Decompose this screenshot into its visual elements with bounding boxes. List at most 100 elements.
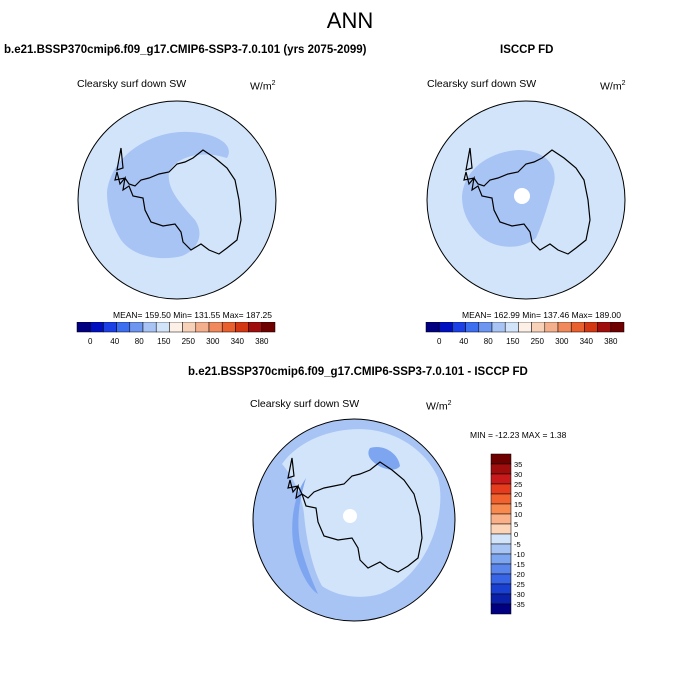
diff-colorbar-swatch xyxy=(490,543,512,555)
diff-colorbar-tick-label: 20 xyxy=(514,490,522,499)
model-colorbar-swatch xyxy=(261,322,276,333)
diff-stats: MIN = -12.23 MAX = 1.38 xyxy=(470,430,567,440)
obs-colorbar-swatch xyxy=(425,322,440,333)
obs-colorbar-swatch xyxy=(597,322,612,333)
diff-colorbar-tick-label: 0 xyxy=(514,530,518,539)
obs-units-label: W/m2 xyxy=(600,80,626,93)
diff-panel-title: b.e21.BSSP370cmip6.f09_g17.CMIP6-SSP3-7.… xyxy=(188,366,528,378)
model-colorbar-swatch xyxy=(208,322,223,333)
obs-colorbar-tick-label: 40 xyxy=(459,337,468,346)
diff-colorbar-swatch xyxy=(490,573,512,585)
diff-colorbar-swatch xyxy=(490,483,512,495)
diff-coastline xyxy=(287,457,423,573)
diff-missing-data-spot xyxy=(343,509,357,523)
page-title: ANN xyxy=(326,8,374,33)
model-coastline xyxy=(114,147,242,255)
obs-colorbar-swatch xyxy=(491,322,506,333)
diff-colorbar-tick-label: -5 xyxy=(514,540,521,549)
diff-colorbar-tick-label: -25 xyxy=(514,580,525,589)
diff-colorbar-swatch xyxy=(490,533,512,545)
diff-colorbar-tick-label: -10 xyxy=(514,550,525,559)
obs-colorbar-tick-label: 80 xyxy=(484,337,493,346)
obs-low-sw-region xyxy=(462,150,555,247)
model-colorbar-swatch xyxy=(221,322,236,333)
obs-missing-data-spot xyxy=(514,188,530,204)
model-colorbar-swatch xyxy=(169,322,183,333)
diff-negative-bias-band xyxy=(292,478,318,594)
diff-colorbar-swatch xyxy=(490,493,512,505)
diff-colorbar-tick-label: 5 xyxy=(514,520,518,529)
obs-colorbar-swatch xyxy=(584,322,598,333)
model-panel-title: b.e21.BSSP370cmip6.f09_g17.CMIP6-SSP3-7.… xyxy=(4,44,367,56)
diff-colorbar-tick-label: 35 xyxy=(514,460,522,469)
obs-colorbar-tick-label: 250 xyxy=(531,337,545,346)
model-colorbar-tick-label: 150 xyxy=(157,337,171,346)
diff-coastal-negative-spot xyxy=(368,446,400,470)
diff-colorbar-swatch xyxy=(490,553,512,565)
obs-coastline xyxy=(463,147,591,255)
model-colorbar-swatch xyxy=(89,322,104,333)
diff-colorbar-swatch xyxy=(490,603,512,615)
model-map-border xyxy=(77,100,277,300)
obs-colorbar-swatch xyxy=(438,322,453,333)
diff-variable-label: Clearsky surf down SW xyxy=(250,398,360,410)
model-colorbar-swatch xyxy=(248,322,263,333)
obs-colorbar-swatch xyxy=(452,322,466,333)
model-colorbar-swatch xyxy=(116,322,131,333)
model-units-label: W/m2 xyxy=(250,80,276,93)
diff-colorbar-swatch xyxy=(490,593,512,605)
obs-stats: MEAN= 162.99 Min= 137.46 Max= 189.00 xyxy=(462,310,622,320)
model-colorbar-tick-label: 250 xyxy=(182,337,196,346)
diff-small-bias-region xyxy=(282,429,441,597)
model-colorbar-swatch xyxy=(195,322,210,333)
model-colorbar-swatch xyxy=(182,322,197,333)
model-colorbar-swatch xyxy=(142,322,157,333)
obs-colorbar-tick-label: 300 xyxy=(555,337,569,346)
diff-colorbar-tick-label: -15 xyxy=(514,560,525,569)
model-colorbar-tick-label: 0 xyxy=(88,337,93,346)
diff-colorbar-tick-label: 15 xyxy=(514,500,522,509)
obs-colorbar-swatch xyxy=(610,322,625,333)
obs-polar-map xyxy=(426,100,626,300)
diff-colorbar-tick-label: 10 xyxy=(514,510,522,519)
obs-colorbar-swatch xyxy=(544,322,559,333)
model-colorbar-tick-label: 380 xyxy=(255,337,269,346)
model-colorbar-tick-label: 300 xyxy=(206,337,220,346)
diff-colorbar-tick-label: 25 xyxy=(514,480,522,489)
obs-colorbar-swatch xyxy=(531,322,546,333)
model-colorbar-tick-label: 340 xyxy=(231,337,245,346)
diff-colorbar-swatch xyxy=(490,563,512,575)
obs-colorbar-swatch xyxy=(504,322,519,333)
model-low-sw-region xyxy=(107,131,229,259)
diff-colorbar-tick-label: -20 xyxy=(514,570,525,579)
obs-colorbar-tick-label: 340 xyxy=(580,337,594,346)
model-colorbar-swatch xyxy=(155,322,170,333)
model-variable-label: Clearsky surf down SW xyxy=(77,78,187,90)
model-polar-map xyxy=(77,100,277,300)
diff-units-label: W/m2 xyxy=(426,400,452,413)
obs-colorbar-swatch xyxy=(570,322,585,333)
obs-colorbar-tick-label: 0 xyxy=(437,337,442,346)
obs-colorbar-swatch xyxy=(557,322,572,333)
obs-map-border xyxy=(426,100,626,300)
obs-panel-title: ISCCP FD xyxy=(500,44,554,56)
diff-colorbar-tick-label: 30 xyxy=(514,470,522,479)
obs-colorbar-swatch xyxy=(478,322,493,333)
diff-colorbar-swatch xyxy=(490,583,512,595)
obs-colorbar-swatch xyxy=(518,322,532,333)
model-colorbar-swatch xyxy=(103,322,117,333)
obs-colorbar-swatch xyxy=(465,322,480,333)
diff-colorbar-swatch xyxy=(490,473,512,485)
obs-colorbar: 0 40 80 150 250 300 340 380 xyxy=(425,322,625,346)
model-colorbar: 0 40 80 150 250 300 340 380 xyxy=(76,322,276,346)
diff-colorbar-swatch xyxy=(490,453,512,465)
diff-colorbar-swatch xyxy=(490,463,512,475)
diff-colorbar-tick-label: -30 xyxy=(514,590,525,599)
model-colorbar-tick-label: 80 xyxy=(135,337,144,346)
model-colorbar-swatch xyxy=(129,322,144,333)
diff-colorbar-swatch xyxy=(490,513,512,525)
diff-map-border xyxy=(252,418,456,622)
diff-colorbar-swatch xyxy=(490,523,512,535)
model-stats: MEAN= 159.50 Min= 131.55 Max= 187.25 xyxy=(113,310,273,320)
